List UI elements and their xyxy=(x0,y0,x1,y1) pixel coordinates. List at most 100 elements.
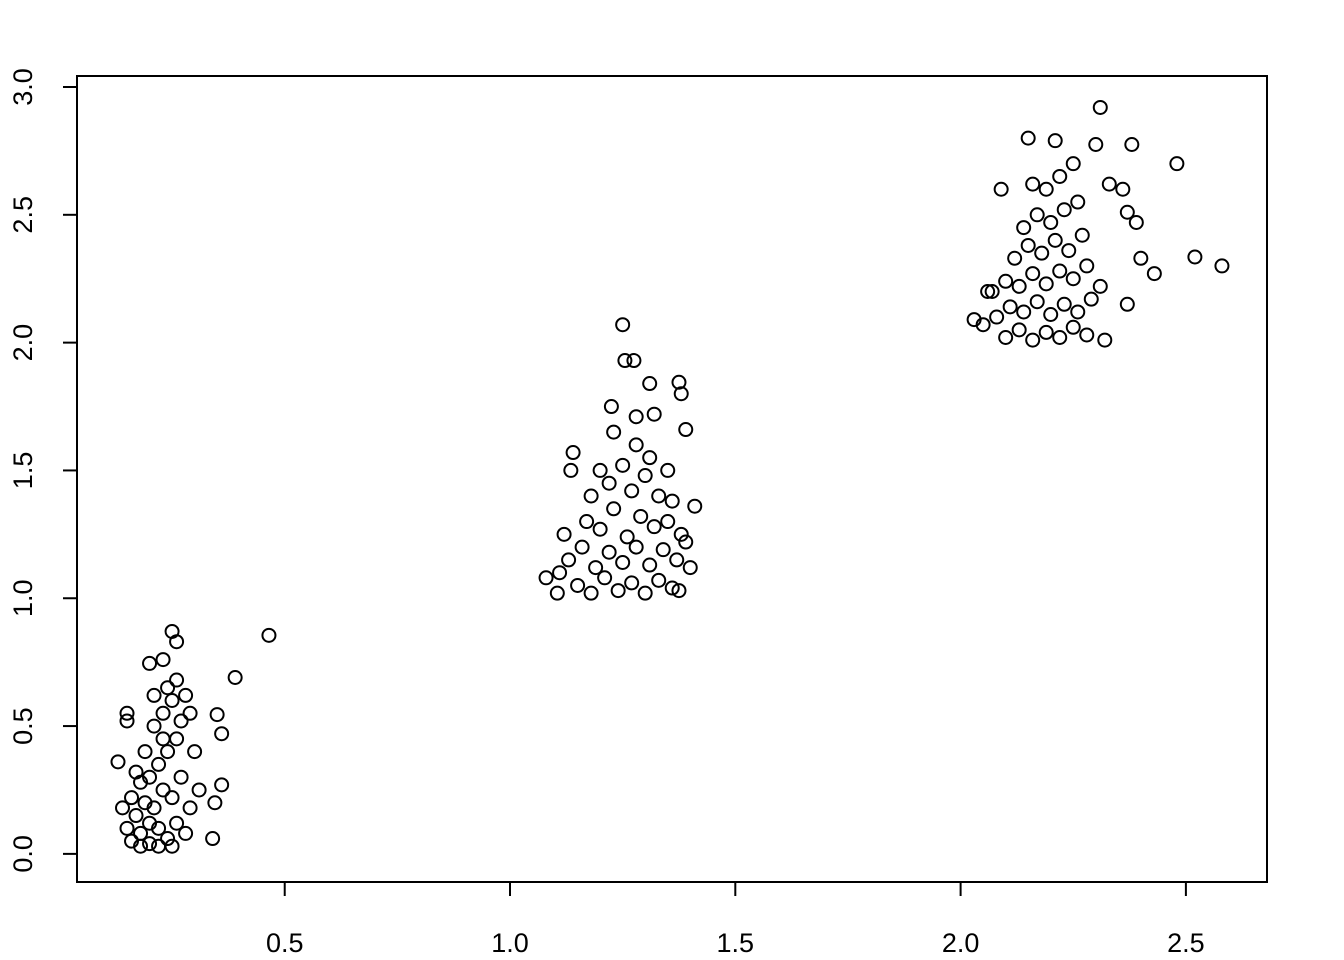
point xyxy=(155,731,171,747)
point xyxy=(1070,194,1086,210)
y-tick-label: 0.0 xyxy=(8,835,38,873)
point xyxy=(642,557,658,573)
point xyxy=(1101,176,1117,192)
point xyxy=(538,570,554,586)
point xyxy=(646,519,662,535)
point xyxy=(687,498,703,514)
point xyxy=(624,483,640,499)
point xyxy=(966,312,982,328)
y-tick-label: 3.0 xyxy=(8,68,38,106)
point xyxy=(164,693,180,709)
point xyxy=(178,687,194,703)
point xyxy=(642,376,658,392)
point xyxy=(1029,294,1045,310)
y-tick-label: 0.5 xyxy=(8,707,38,745)
point xyxy=(182,705,198,721)
point xyxy=(1214,258,1230,274)
point xyxy=(115,800,131,816)
point xyxy=(1047,232,1063,248)
point xyxy=(646,406,662,422)
point xyxy=(1043,214,1059,230)
point xyxy=(1052,168,1068,184)
point xyxy=(601,544,617,560)
y-tick-label: 2.0 xyxy=(8,324,38,362)
point xyxy=(155,705,171,721)
point xyxy=(1088,137,1104,153)
x-tick-label: 1.5 xyxy=(717,928,755,958)
point xyxy=(1011,278,1027,294)
point xyxy=(615,317,631,333)
point xyxy=(1016,220,1032,236)
point xyxy=(1124,137,1140,153)
point xyxy=(1119,204,1135,220)
point xyxy=(1083,291,1099,307)
point xyxy=(1061,243,1077,259)
point xyxy=(1065,156,1081,172)
point xyxy=(146,687,162,703)
point xyxy=(619,529,635,545)
point xyxy=(164,790,180,806)
point xyxy=(651,488,667,504)
point xyxy=(603,399,619,415)
point xyxy=(169,634,185,650)
point xyxy=(1097,332,1113,348)
point xyxy=(669,552,685,568)
point xyxy=(1025,332,1041,348)
point xyxy=(642,450,658,466)
point xyxy=(164,838,180,854)
point xyxy=(565,445,581,461)
point xyxy=(664,493,680,509)
y-tick-label: 1.5 xyxy=(8,452,38,490)
x-tick-label: 1.0 xyxy=(491,928,529,958)
point xyxy=(1133,250,1149,266)
point xyxy=(1011,322,1027,338)
point xyxy=(1070,304,1086,320)
point xyxy=(128,764,144,780)
point xyxy=(606,501,622,517)
point xyxy=(169,731,185,747)
point xyxy=(178,825,194,841)
point xyxy=(678,422,694,438)
y-tick-label: 2.5 xyxy=(8,196,38,234)
point xyxy=(1056,202,1072,218)
point xyxy=(579,514,595,530)
plot-frame xyxy=(76,75,1268,883)
point xyxy=(993,181,1009,197)
point xyxy=(1025,266,1041,282)
point xyxy=(1092,99,1108,115)
point xyxy=(151,756,167,772)
point xyxy=(160,680,176,696)
point xyxy=(160,744,176,760)
point xyxy=(660,462,676,478)
point xyxy=(1038,276,1054,292)
point xyxy=(1016,304,1032,320)
point xyxy=(628,409,644,425)
point xyxy=(606,424,622,440)
point xyxy=(617,353,633,369)
point xyxy=(110,754,126,770)
point xyxy=(574,539,590,555)
point xyxy=(651,572,667,588)
point xyxy=(169,815,185,831)
point xyxy=(570,577,586,593)
point xyxy=(989,309,1005,325)
point xyxy=(182,800,198,816)
x-tick-label: 2.5 xyxy=(1167,928,1205,958)
point xyxy=(205,831,221,847)
point xyxy=(601,475,617,491)
point xyxy=(556,526,572,542)
point xyxy=(592,462,608,478)
point xyxy=(628,539,644,555)
point xyxy=(655,542,671,558)
point xyxy=(549,585,565,601)
point xyxy=(671,583,687,599)
point xyxy=(1115,181,1131,197)
point xyxy=(626,353,642,369)
point xyxy=(261,627,277,643)
point xyxy=(1020,130,1036,146)
point xyxy=(682,560,698,576)
point xyxy=(660,514,676,530)
point xyxy=(1052,330,1068,346)
point xyxy=(624,575,640,591)
point xyxy=(1092,278,1108,294)
